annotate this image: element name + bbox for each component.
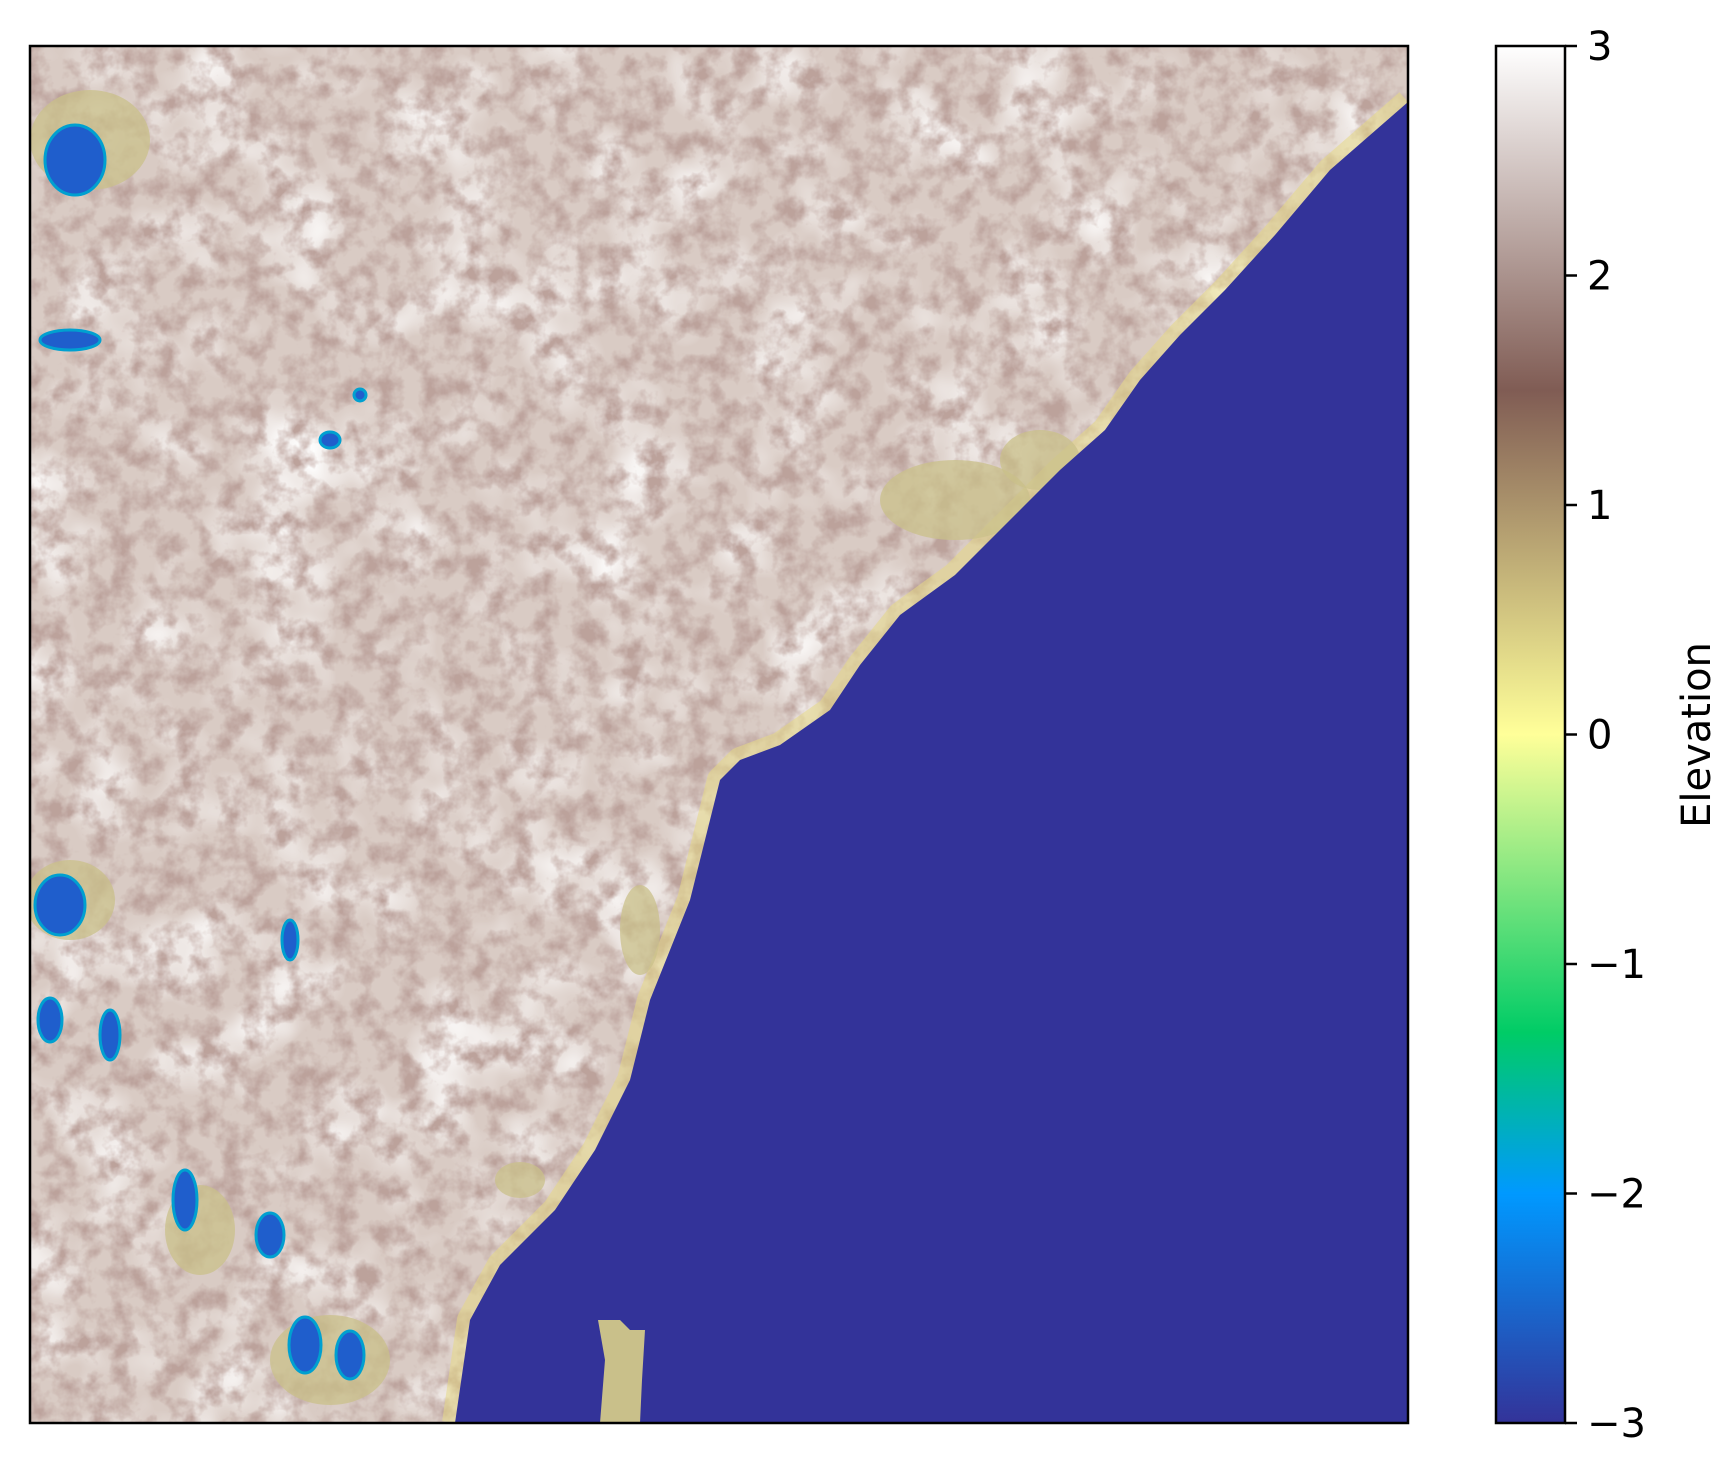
colorbar-ticks: 3 2 1 0 −1 −2 −3 [1565,24,1646,1447]
colorbar-label: Elevation [1674,642,1720,828]
ocean-region [455,102,1408,1423]
colorbar-tick-label: −2 [1587,1172,1646,1218]
colorbar-tick-label: −3 [1587,1401,1646,1447]
colorbar-tick-label: 1 [1587,483,1612,529]
colorbar-tick-label: 2 [1587,254,1612,300]
colorbar-tick-label: 3 [1587,24,1612,70]
depression-patches [33,123,952,1381]
colorbar-tick-label: −1 [1587,942,1646,988]
plot-frame [28,44,1410,1425]
lowland-patches [30,90,1080,1405]
heatmap-image [30,46,1408,1423]
colorbar [1496,46,1565,1423]
island [598,1320,645,1423]
colorbar-tick-label: 0 [1587,713,1612,759]
